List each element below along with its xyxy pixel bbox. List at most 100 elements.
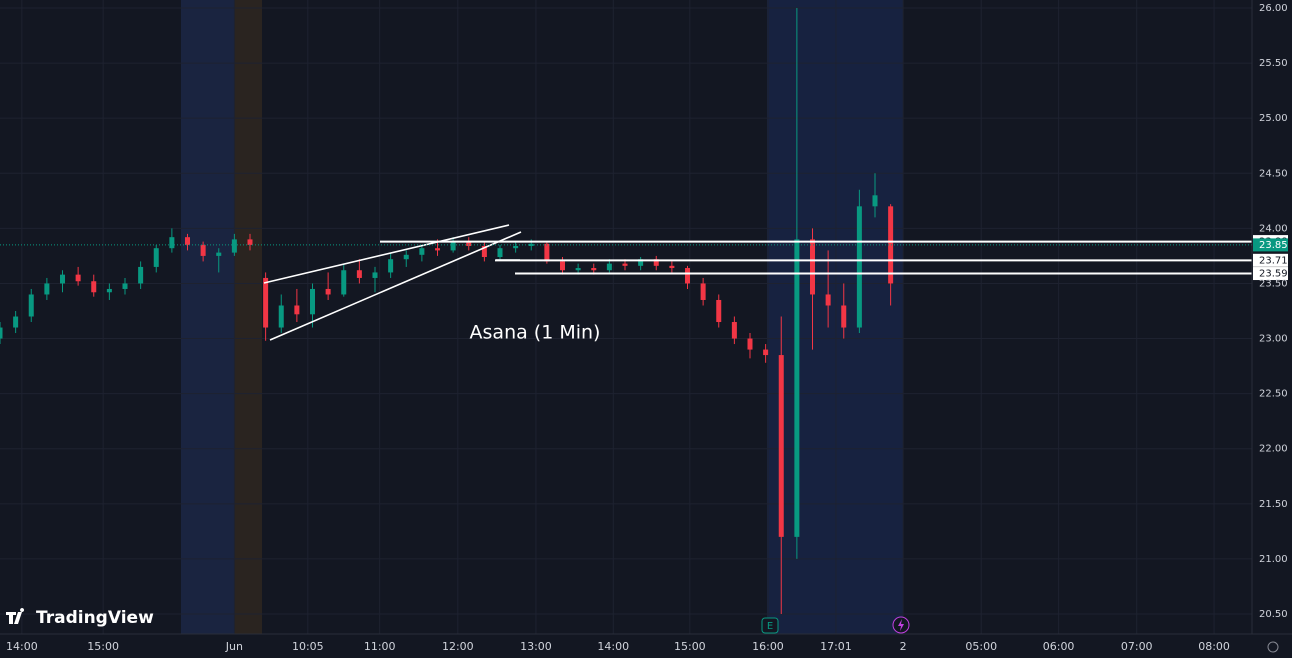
candle-body bbox=[560, 261, 565, 271]
y-tick-label: 23.50 bbox=[1259, 278, 1288, 289]
x-tick-label: 08:00 bbox=[1198, 640, 1230, 653]
x-tick-label: 15:00 bbox=[674, 640, 706, 653]
y-tick-label: 26.00 bbox=[1259, 3, 1288, 14]
price-tag bbox=[1253, 267, 1288, 281]
price-tag bbox=[1253, 238, 1288, 252]
candle-body bbox=[247, 239, 253, 245]
candle-body bbox=[778, 355, 784, 537]
candle-body bbox=[388, 259, 394, 273]
annotation: Asana (1 Min) bbox=[470, 322, 601, 344]
candle-body bbox=[185, 237, 190, 245]
price-tag-label: 23.71 bbox=[1259, 255, 1288, 266]
candle-body bbox=[575, 268, 581, 271]
svg-text:E: E bbox=[767, 621, 773, 632]
candle-body bbox=[294, 305, 300, 315]
candle-body bbox=[28, 294, 34, 317]
event-marker bbox=[892, 616, 910, 634]
candle-body bbox=[0, 327, 3, 339]
settings-button[interactable] bbox=[1267, 641, 1279, 653]
y-tick-label: 24.50 bbox=[1259, 168, 1288, 179]
x-tick-label: 13:00 bbox=[520, 640, 552, 653]
y-tick-label: 22.00 bbox=[1259, 444, 1288, 455]
candle-body bbox=[731, 322, 737, 339]
candle-body bbox=[435, 248, 440, 251]
candle-body bbox=[216, 252, 222, 256]
y-tick-label: 21.00 bbox=[1259, 554, 1288, 565]
x-tick-label: 11:00 bbox=[364, 640, 396, 653]
logo: TradingView bbox=[6, 608, 154, 628]
candle-body bbox=[872, 195, 878, 207]
candle-body bbox=[638, 259, 644, 266]
session-shade bbox=[767, 0, 903, 634]
candle-body bbox=[466, 241, 472, 246]
candle-body bbox=[278, 305, 284, 328]
price-tag-label: 23.85 bbox=[1259, 240, 1288, 251]
candle-body bbox=[653, 259, 659, 266]
candle-body bbox=[841, 305, 847, 328]
candle-body bbox=[544, 243, 550, 262]
candle-body bbox=[419, 248, 425, 255]
x-tick-label: 2 bbox=[900, 640, 907, 653]
x-tick-label: 16:00 bbox=[752, 640, 784, 653]
candle-body bbox=[75, 274, 81, 282]
session-shade bbox=[181, 0, 234, 634]
candle-body bbox=[606, 263, 612, 271]
candle-body bbox=[450, 241, 456, 251]
candle-body bbox=[44, 283, 50, 295]
candle-body bbox=[825, 294, 831, 306]
x-tick-label: 14:00 bbox=[6, 640, 38, 653]
x-tick-label: Jun bbox=[225, 640, 243, 653]
candle-body bbox=[888, 206, 894, 284]
x-tick-label: 12:00 bbox=[442, 640, 474, 653]
candle-body bbox=[231, 239, 237, 253]
session-shade bbox=[234, 0, 262, 634]
candle-body bbox=[13, 316, 19, 328]
candle-body bbox=[669, 265, 675, 269]
x-tick-label: 15:00 bbox=[87, 640, 119, 653]
candle-body bbox=[622, 263, 628, 266]
candle-body bbox=[153, 248, 159, 267]
earnings-marker: E bbox=[761, 617, 779, 634]
candle-body bbox=[481, 245, 487, 258]
candle-body bbox=[716, 299, 722, 323]
candle-body bbox=[138, 266, 144, 284]
candle-body bbox=[497, 248, 503, 258]
x-tick-label: 14:00 bbox=[597, 640, 629, 653]
candle-body bbox=[591, 268, 597, 271]
price-tag bbox=[1253, 253, 1288, 267]
y-tick-label: 23.00 bbox=[1259, 334, 1288, 345]
candle-body bbox=[60, 274, 65, 284]
candle-body bbox=[91, 281, 97, 293]
candle-body bbox=[310, 288, 315, 315]
x-tick-label: 06:00 bbox=[1043, 640, 1075, 653]
x-tick-label: 17:01 bbox=[820, 640, 852, 653]
x-tick-label: 10:05 bbox=[292, 640, 324, 653]
y-tick-label: 25.50 bbox=[1259, 58, 1288, 69]
candle-body bbox=[794, 239, 800, 537]
candle-body bbox=[856, 206, 862, 328]
candle-body bbox=[263, 277, 269, 328]
candle-body bbox=[341, 270, 347, 295]
candle-body bbox=[810, 239, 815, 295]
x-tick-label: 05:00 bbox=[965, 640, 997, 653]
y-tick-label: 21.50 bbox=[1259, 499, 1288, 510]
candle-body bbox=[403, 254, 409, 260]
brand: TradingView bbox=[36, 608, 154, 628]
y-tick-label: 25.00 bbox=[1259, 113, 1288, 124]
y-tick-label: 20.50 bbox=[1259, 609, 1288, 620]
candle-body bbox=[700, 283, 706, 300]
candle-body bbox=[513, 245, 519, 249]
candle-body bbox=[106, 288, 112, 293]
candle-body bbox=[747, 338, 753, 350]
candle-body bbox=[356, 270, 362, 278]
candle-body bbox=[122, 283, 128, 289]
candle-body bbox=[200, 244, 206, 256]
candle-body bbox=[372, 272, 378, 278]
candle-body bbox=[325, 288, 331, 295]
x-tick-label: 07:00 bbox=[1121, 640, 1153, 653]
candle-body bbox=[169, 237, 175, 249]
candle-body bbox=[685, 268, 690, 284]
y-tick-label: 24.00 bbox=[1259, 223, 1288, 234]
price-tag-label: 23.59 bbox=[1259, 269, 1288, 280]
